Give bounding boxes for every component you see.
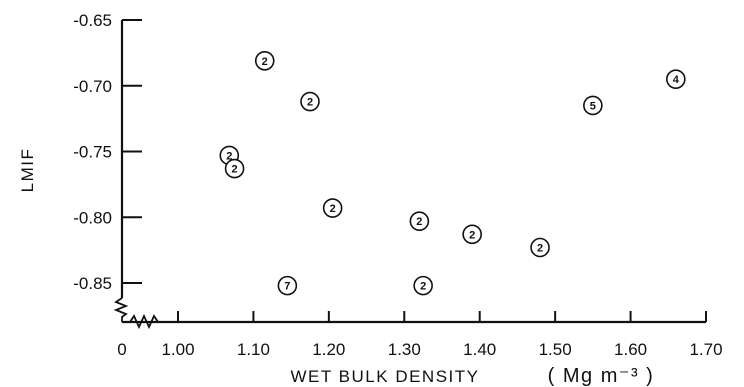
data-point-count-label: 2 — [416, 216, 422, 228]
data-point-count-label: 2 — [226, 150, 232, 162]
x-axis-title: WET BULK DENSITY — [291, 367, 480, 386]
y-axis-break — [113, 297, 129, 322]
data-point: 2 — [224, 158, 245, 179]
data-point: 2 — [322, 198, 343, 218]
data-point-marker — [462, 224, 482, 245]
data-point-count-label: 2 — [232, 164, 238, 176]
data-point: 2 — [300, 91, 320, 112]
data-point-count-label: 2 — [330, 203, 336, 215]
y-tick-label: -0.80 — [73, 208, 112, 227]
data-point-marker — [413, 275, 433, 296]
data-point: 7 — [277, 275, 298, 296]
x-ticks: 1.00 1.10 1.20 1.30 1.40 1.50 1.60 1.70 — [161, 311, 723, 359]
y-ticks: -0.65 -0.70 -0.75 -0.80 -0.85 — [73, 11, 142, 293]
data-point-marker — [666, 69, 686, 89]
data-point-marker — [583, 95, 603, 116]
data-point-marker — [322, 198, 343, 218]
data-point: 5 — [583, 95, 603, 116]
data-point-count-label: 2 — [420, 281, 426, 293]
data-point-marker — [530, 237, 550, 258]
data-point-marker — [254, 50, 275, 71]
data-point: 4 — [666, 69, 686, 89]
y-axis-title: LMIF — [18, 148, 37, 193]
y-tick-label: -0.70 — [73, 77, 112, 96]
x-tick-label: 1.70 — [689, 340, 722, 359]
data-point-count-label: 2 — [307, 97, 313, 109]
data-point: 2 — [462, 224, 482, 245]
y-tick-label: -0.65 — [73, 11, 112, 30]
y-tick-label: -0.75 — [73, 143, 112, 162]
x-tick-label: 1.00 — [161, 340, 194, 359]
data-point-count-label: 7 — [284, 281, 290, 293]
x-tick-label: 1.30 — [388, 340, 421, 359]
data-point: 2 — [254, 50, 275, 71]
x-axis-unit: ( Mg m⁻³ ) — [548, 365, 655, 387]
x-tick-label: 1.20 — [312, 340, 345, 359]
data-point-marker — [300, 91, 320, 112]
data-point: 2 — [409, 211, 430, 231]
x-origin-label: 0 — [117, 340, 126, 359]
x-axis-break — [122, 313, 163, 330]
data-point-count-label: 5 — [590, 100, 596, 112]
data-point-marker — [224, 158, 245, 179]
data-point-count-label: 2 — [262, 56, 268, 68]
data-point: 2 — [530, 237, 550, 258]
data-point-marker — [409, 211, 430, 231]
data-point: 2 — [413, 275, 433, 296]
x-tick-label: 1.10 — [237, 340, 270, 359]
data-point-count-label: 2 — [469, 229, 475, 241]
y-tick-label: -0.85 — [73, 274, 112, 293]
data-point-count-label: 2 — [537, 242, 543, 254]
data-point-marker — [277, 275, 298, 296]
axes — [113, 20, 706, 330]
x-tick-label: 1.50 — [539, 340, 572, 359]
data-point-count-label: 4 — [673, 74, 680, 86]
x-tick-label: 1.40 — [463, 340, 496, 359]
x-tick-label: 1.60 — [614, 340, 647, 359]
